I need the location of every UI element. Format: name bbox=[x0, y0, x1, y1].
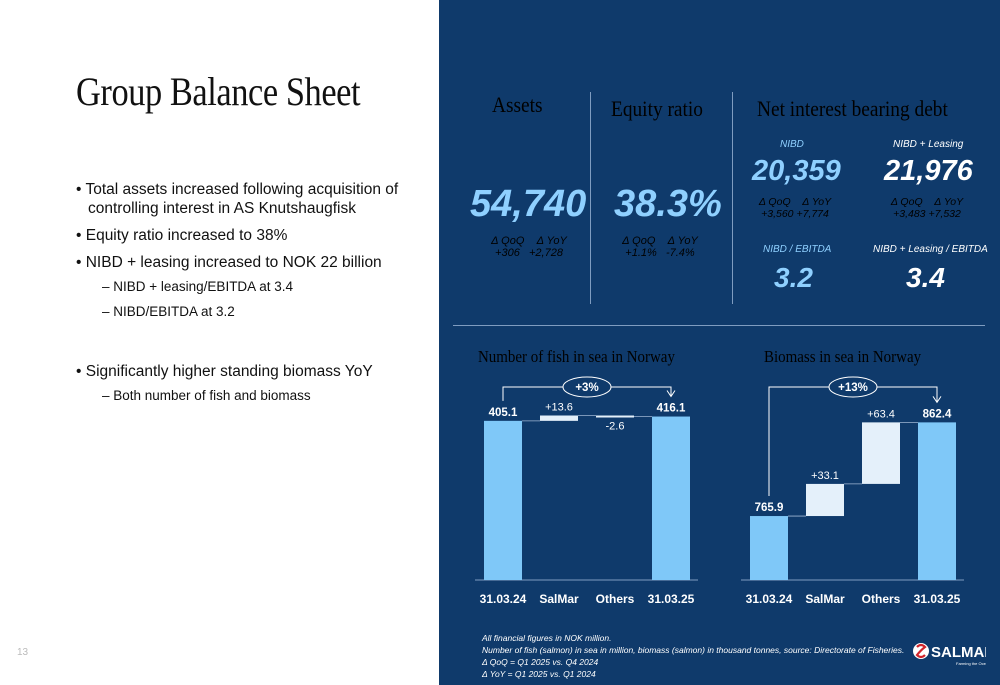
bullet-item: • NIBD + leasing increased to NOK 22 bil… bbox=[76, 254, 382, 271]
change-bubble bbox=[562, 376, 612, 398]
nibd-leasing-ebitda-label: NIBD + Leasing / EBITDA bbox=[873, 244, 988, 255]
svg-text:Farming the Ocean: Farming the Ocean bbox=[956, 661, 986, 666]
yoy-value: +7,774 bbox=[796, 208, 829, 220]
data-label: +33.1 bbox=[811, 470, 839, 482]
qoq-value: +306 bbox=[495, 247, 520, 259]
bar-total bbox=[918, 422, 956, 580]
bar-delta bbox=[540, 415, 578, 421]
bullet-item: • Total assets increased following acqui… bbox=[76, 181, 399, 217]
qoq-label: Δ QoQ bbox=[622, 235, 656, 247]
bullet-list: • Total assets increased following acqui… bbox=[76, 180, 436, 412]
nibd-ebitda-label: NIBD / EBITDA bbox=[763, 244, 832, 255]
qoq-label: Δ QoQ bbox=[890, 196, 923, 208]
nibd-leasing-deltas: Δ QoQ Δ YoY +3,483 +7,532 bbox=[882, 196, 972, 220]
kpi-panel bbox=[439, 0, 1000, 685]
data-label: +63.4 bbox=[867, 408, 895, 420]
page-number: 13 bbox=[17, 647, 29, 658]
salmar-logo-icon: SALMAR Farming the Ocean bbox=[913, 643, 995, 666]
bar-delta bbox=[862, 422, 900, 484]
equity-deltas: Δ QoQ Δ YoY +1.1% -7.4% bbox=[616, 235, 704, 259]
qoq-value: +3,483 bbox=[893, 208, 926, 220]
nibd-value: 20,359 bbox=[752, 155, 841, 187]
chart-title-fish: Number of fish in sea in Norway bbox=[478, 347, 675, 366]
salmar-logo: SALMAR Farming the Ocean bbox=[912, 638, 995, 668]
category-label: SalMar bbox=[805, 592, 845, 606]
assets-deltas: Δ QoQ Δ YoY +306 +2,728 bbox=[484, 235, 574, 259]
chart-title-biomass: Biomass in sea in Norway bbox=[764, 347, 922, 366]
footnotes: All financial figures in NOK million. Nu… bbox=[482, 632, 904, 680]
left-panel: Group Balance Sheet • Total assets incre… bbox=[0, 0, 439, 685]
change-label: +3% bbox=[575, 382, 598, 394]
change-label: +13% bbox=[838, 382, 868, 394]
sub-bullet-item: – NIBD + leasing/EBITDA at 3.4 bbox=[102, 279, 293, 294]
sub-bullet-item: – NIBD/EBITDA at 3.2 bbox=[102, 304, 235, 319]
arrow-head-icon bbox=[932, 396, 942, 404]
qoq-label: Δ QoQ bbox=[491, 235, 525, 247]
assets-value: 54,740 bbox=[470, 183, 587, 225]
bar-total bbox=[750, 516, 788, 580]
category-label: Others bbox=[862, 592, 901, 606]
divider bbox=[732, 92, 733, 304]
qoq-label: Δ QoQ bbox=[758, 196, 791, 208]
nibd-leasing-value: 21,976 bbox=[884, 155, 973, 187]
data-label: 765.9 bbox=[755, 502, 784, 514]
change-bracket bbox=[768, 386, 938, 497]
slide-title: Group Balance Sheet bbox=[76, 69, 361, 114]
nibd-ebitda-value: 3.2 bbox=[774, 262, 813, 293]
equity-value: 38.3% bbox=[614, 183, 722, 225]
yoy-value: +2,728 bbox=[529, 247, 563, 259]
nibd-label: NIBD bbox=[780, 139, 804, 150]
fish-count-chart: 405.1 31.03.24 +13.6 SalMar -2.6 Others 416.1 3… bbox=[475, 376, 698, 606]
arrow-head-icon bbox=[666, 390, 676, 398]
biomass-chart: 765.9 31.03.24 +33.1 SalMar +63.4 Others 862.4… bbox=[741, 376, 964, 606]
qoq-value: +3,560 bbox=[761, 208, 794, 220]
nibd-deltas: Δ QoQ Δ YoY +3,560 +7,774 bbox=[750, 196, 840, 220]
category-label: SalMar bbox=[539, 592, 579, 606]
data-label: 416.1 bbox=[657, 403, 686, 415]
footnote: Δ YoY = Q1 2025 vs. Q1 2024 bbox=[482, 669, 596, 679]
equity-header: Equity ratio bbox=[611, 96, 703, 121]
yoy-label: Δ YoY bbox=[934, 196, 964, 208]
data-label: 862.4 bbox=[923, 408, 952, 420]
change-bubble bbox=[828, 376, 878, 398]
category-label: 31.03.24 bbox=[746, 592, 793, 606]
footnote: All financial figures in NOK million. bbox=[482, 633, 612, 643]
qoq-value: +1.1% bbox=[625, 247, 657, 259]
footnote: Δ QoQ = Q1 2025 vs. Q4 2024 bbox=[482, 657, 599, 667]
assets-header: Assets bbox=[492, 92, 543, 117]
data-label: 405.1 bbox=[489, 407, 518, 419]
bullet-item: • Significantly higher standing biomass … bbox=[76, 363, 373, 380]
yoy-value: +7,532 bbox=[928, 208, 961, 220]
bullet-item: • Equity ratio increased to 38% bbox=[76, 227, 288, 244]
divider bbox=[453, 325, 985, 326]
nibd-leasing-label: NIBD + Leasing bbox=[893, 139, 964, 150]
bar-delta bbox=[806, 483, 844, 517]
category-label: 31.03.25 bbox=[648, 592, 695, 606]
yoy-label: Δ YoY bbox=[802, 196, 832, 208]
yoy-label: Δ YoY bbox=[667, 235, 698, 247]
data-label: +13.6 bbox=[545, 402, 573, 414]
data-label: -2.6 bbox=[606, 421, 625, 433]
category-label: Others bbox=[596, 592, 635, 606]
nibd-leasing-ebitda-value: 3.4 bbox=[906, 262, 945, 293]
yoy-label: Δ YoY bbox=[536, 235, 567, 247]
divider bbox=[590, 92, 591, 304]
bar-total bbox=[652, 416, 690, 580]
bar-delta bbox=[596, 415, 634, 418]
nibd-header: Net interest bearing debt bbox=[757, 96, 948, 121]
sub-bullet-item: – Both number of fish and biomass bbox=[102, 388, 311, 403]
footnote: Number of fish (salmon) in sea in millio… bbox=[482, 645, 905, 655]
svg-text:SALMAR: SALMAR bbox=[931, 644, 986, 661]
category-label: 31.03.25 bbox=[914, 592, 961, 606]
bar-total bbox=[484, 420, 522, 580]
yoy-value: -7.4% bbox=[665, 247, 695, 259]
category-label: 31.03.24 bbox=[480, 592, 527, 606]
